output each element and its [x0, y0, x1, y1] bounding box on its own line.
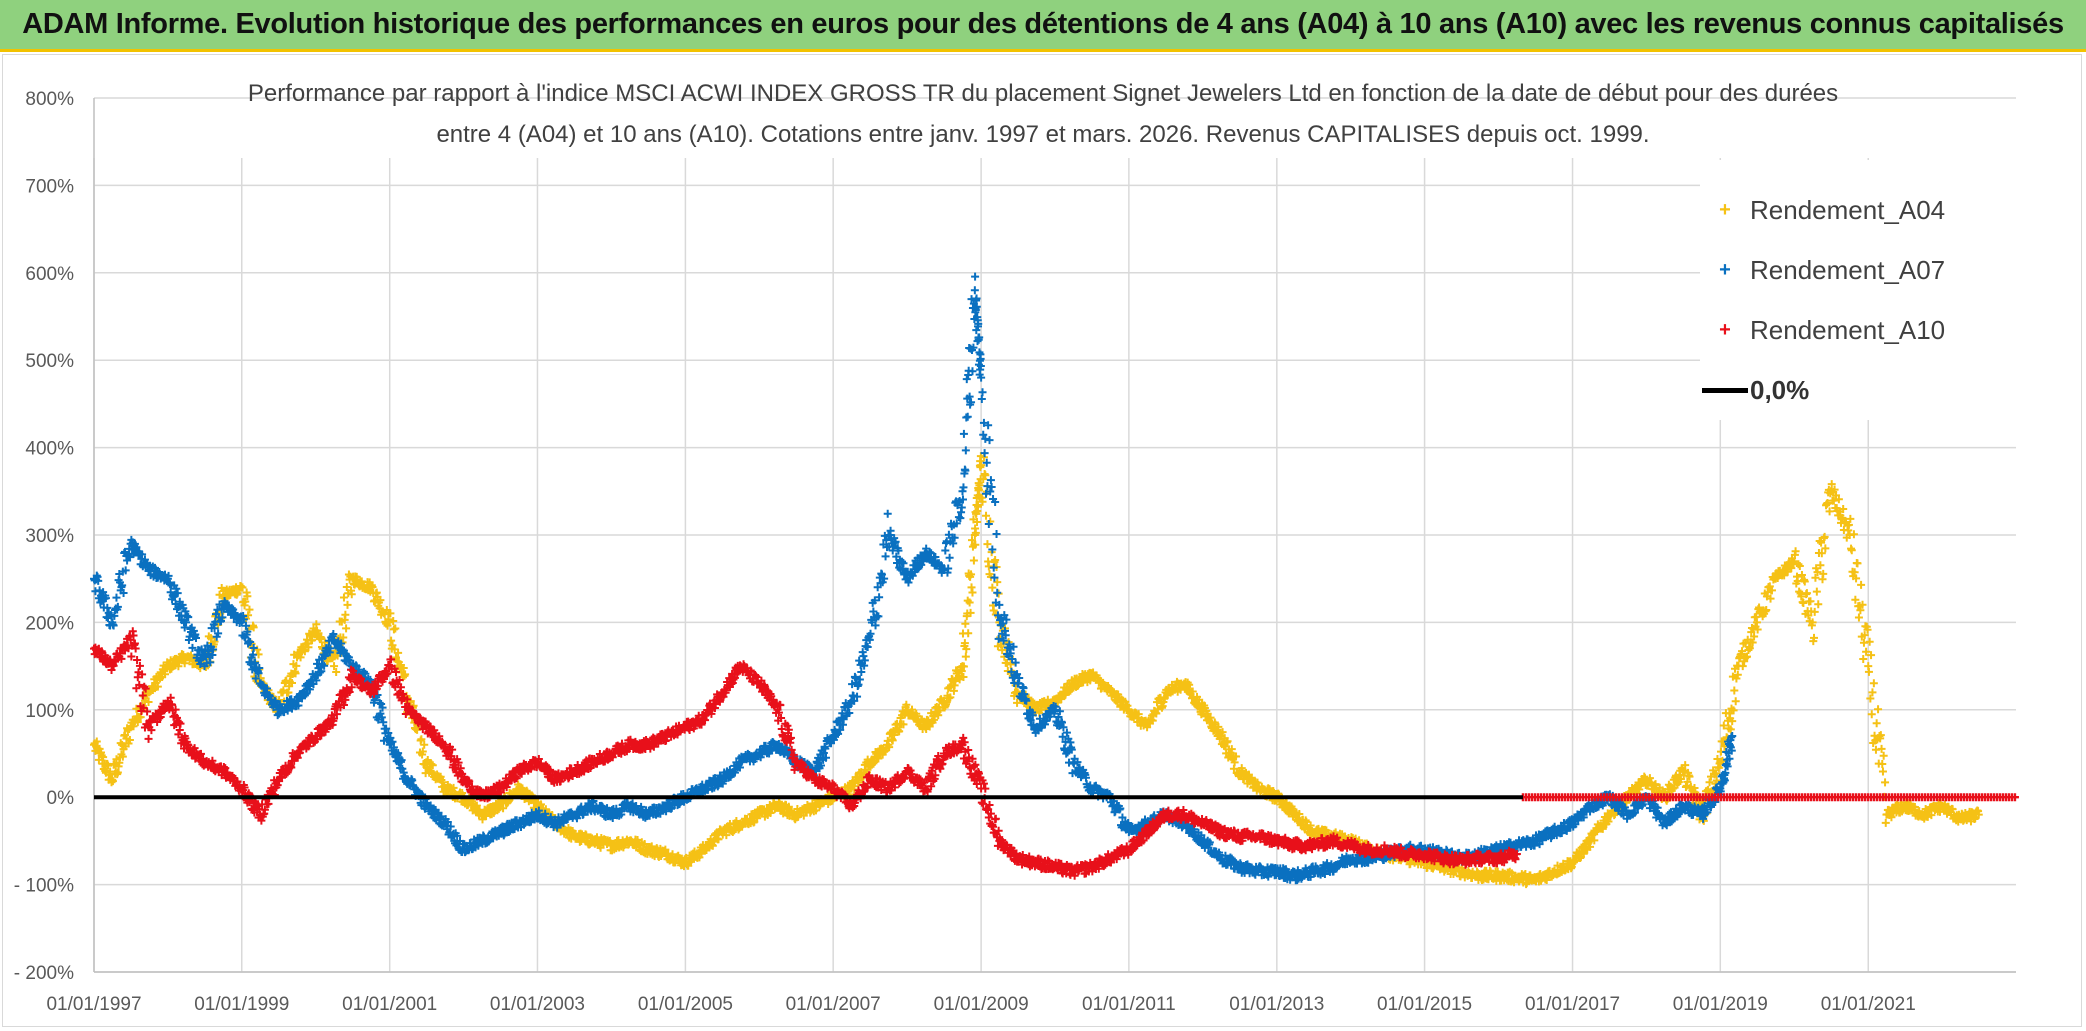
- y-tick-label: 400%: [25, 439, 74, 460]
- x-tick-label: 01/01/2009: [934, 994, 1029, 1015]
- x-tick-label: 01/01/2011: [1082, 994, 1176, 1015]
- chart-title-line-1: Performance par rapport à l'indice MSCI …: [247, 80, 1839, 107]
- legend-item-zero: 0,0%: [1700, 370, 1809, 410]
- report-title: ADAM Informe. Evolution historique des p…: [22, 8, 2064, 40]
- line-marker-icon: [1702, 387, 1748, 393]
- y-tick-label: - 200%: [14, 963, 74, 984]
- y-tick-label: - 100%: [14, 876, 74, 897]
- y-tick-label: 300%: [25, 526, 74, 547]
- y-tick-label: 800%: [25, 89, 74, 110]
- x-tick-label: 01/01/2007: [786, 994, 881, 1015]
- legend-label-zero: 0,0%: [1750, 374, 1810, 405]
- x-tick-label: 01/01/2003: [490, 994, 585, 1015]
- chart-legend: + Rendement_A04 + Rendement_A07 + Rendem…: [1700, 160, 2020, 420]
- x-tick-label: 01/01/2013: [1229, 994, 1324, 1015]
- legend-label-a04: Rendement_A04: [1750, 194, 1946, 225]
- data-points-layer: [90, 272, 2019, 889]
- x-tick-label: 01/01/2021: [1821, 994, 1916, 1015]
- y-tick-label: 0%: [47, 788, 75, 809]
- report-banner: ADAM Informe. Evolution historique des p…: [0, 0, 2086, 52]
- y-tick-label: 600%: [25, 264, 74, 285]
- chart-area-frame: [2, 54, 2082, 1027]
- legend-label-a10: Rendement_A10: [1750, 314, 1946, 345]
- x-tick-label: 01/01/2005: [638, 994, 733, 1015]
- legend-item-a07: + Rendement_A07: [1700, 250, 1945, 290]
- x-tick-label: 01/01/2019: [1673, 994, 1768, 1015]
- plus-marker-icon: +: [1719, 198, 1731, 221]
- plus-marker-icon: +: [1719, 318, 1731, 341]
- series-points-Rendement_A04: [90, 452, 1983, 889]
- y-tick-label: 200%: [25, 613, 74, 634]
- x-tick-label: 01/01/2015: [1377, 994, 1472, 1015]
- y-tick-label: 700%: [25, 176, 74, 197]
- grid-layer: [93, 97, 2016, 973]
- y-tick-label: 500%: [25, 351, 74, 372]
- x-axis-ticks: 01/01/1997 01/01/1999 01/01/2001 01/01/2003…: [46, 994, 1915, 1015]
- series-points-Rendement_A10: [90, 627, 1521, 880]
- x-tick-label: 01/01/1997: [46, 994, 141, 1015]
- y-tick-label: 100%: [25, 701, 74, 722]
- legend-item-a10: + Rendement_A10: [1700, 310, 1945, 350]
- plus-marker-icon: +: [1719, 258, 1731, 281]
- series-points-Rendement_A07: [90, 272, 1737, 885]
- x-tick-label: 01/01/2017: [1525, 994, 1620, 1015]
- x-tick-label: 01/01/1999: [194, 994, 289, 1015]
- legend-label-a07: Rendement_A07: [1750, 254, 1946, 285]
- series-zero-band-A10: [1518, 793, 2019, 802]
- chart-title-line-2: entre 4 (A04) et 10 ans (A10). Cotations…: [436, 121, 1650, 148]
- y-axis-ticks: 800% 700% 600% 500% 400% 300% 200% 100% 0% - 100%…: [14, 89, 74, 984]
- legend-item-a04: + Rendement_A04: [1700, 190, 1945, 230]
- x-tick-label: 01/01/2001: [342, 994, 437, 1015]
